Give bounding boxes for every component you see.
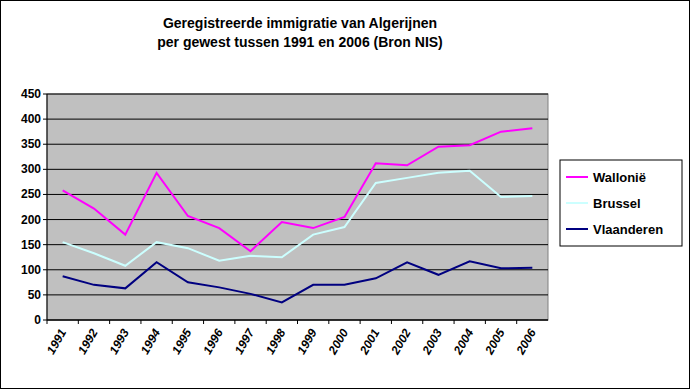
x-tick-label: 2000 bbox=[325, 326, 351, 357]
x-tick bbox=[485, 320, 486, 324]
x-tick bbox=[297, 320, 298, 324]
grid-line bbox=[47, 119, 548, 120]
x-tick bbox=[360, 320, 361, 324]
chart: Geregistreerde immigratie van Algerijnen… bbox=[0, 0, 690, 389]
y-tick bbox=[43, 244, 47, 245]
x-tick-label: 2006 bbox=[513, 326, 539, 357]
legend-label: Brussel bbox=[593, 196, 641, 211]
x-tick-label: 2004 bbox=[450, 326, 476, 357]
x-tick-label: 2005 bbox=[482, 326, 508, 357]
legend-label: Wallonië bbox=[593, 170, 646, 185]
x-tick bbox=[203, 320, 204, 324]
y-tick-label: 150 bbox=[21, 238, 41, 252]
title-line: per gewest tussen 1991 en 2006 (Bron NIS… bbox=[157, 34, 443, 50]
legend-swatch bbox=[566, 176, 588, 178]
x-tick-label: 2003 bbox=[419, 326, 445, 357]
y-tick-label: 0 bbox=[34, 313, 41, 327]
x-tick-label: 2001 bbox=[356, 326, 382, 357]
y-tick-label: 100 bbox=[21, 263, 41, 277]
x-tick bbox=[47, 320, 48, 324]
grid-line bbox=[47, 194, 548, 195]
x-tick-label: 1996 bbox=[200, 326, 226, 356]
grid-line bbox=[47, 219, 548, 220]
y-tick-label: 50 bbox=[28, 288, 42, 302]
y-tick bbox=[43, 94, 47, 95]
y-tick bbox=[43, 294, 47, 295]
x-tick bbox=[454, 320, 455, 324]
x-tick-label: 1993 bbox=[106, 326, 132, 356]
x-tick bbox=[422, 320, 423, 324]
y-tick bbox=[43, 144, 47, 145]
y-tick-label: 350 bbox=[21, 137, 41, 151]
y-tick-label: 450 bbox=[21, 87, 41, 101]
x-tick-label: 2002 bbox=[388, 326, 414, 357]
x-tick bbox=[78, 320, 79, 324]
x-tick-label: 1997 bbox=[232, 325, 258, 356]
x-tick-label: 1995 bbox=[169, 326, 195, 356]
title-line: Geregistreerde immigratie van Algerijnen bbox=[163, 15, 437, 31]
x-tick-label: 1994 bbox=[138, 326, 164, 356]
x-tick bbox=[328, 320, 329, 324]
y-tick-label: 250 bbox=[21, 187, 41, 201]
y-tick bbox=[43, 169, 47, 170]
x-tick-label: 1998 bbox=[263, 326, 289, 356]
y-tick bbox=[43, 119, 47, 120]
x-tick bbox=[391, 320, 392, 324]
x-tick bbox=[234, 320, 235, 324]
plot-area bbox=[47, 94, 548, 320]
series-line bbox=[63, 171, 533, 266]
x-tick bbox=[140, 320, 141, 324]
legend-swatch bbox=[566, 228, 588, 230]
y-tick bbox=[43, 194, 47, 195]
y-axis bbox=[47, 94, 48, 320]
y-tick-label: 400 bbox=[21, 112, 41, 126]
y-tick bbox=[43, 269, 47, 270]
series-line bbox=[63, 261, 533, 302]
series-group bbox=[63, 128, 533, 302]
x-tick bbox=[266, 320, 267, 324]
legend-swatch bbox=[566, 202, 588, 204]
x-tick bbox=[109, 320, 110, 324]
legend bbox=[560, 160, 682, 246]
grid-line bbox=[47, 169, 548, 170]
legend-label: Vlaanderen bbox=[593, 222, 663, 237]
y-tick-label: 200 bbox=[21, 213, 41, 227]
chart-area bbox=[1, 1, 690, 389]
y-tick bbox=[43, 320, 47, 321]
y-tick bbox=[43, 219, 47, 220]
x-tick bbox=[172, 320, 173, 324]
title: Geregistreerde immigratie van Algerijnen… bbox=[157, 15, 443, 50]
x-tick-label: 1999 bbox=[294, 326, 320, 356]
x-tick-label: 1991 bbox=[44, 326, 70, 356]
y-tick-label: 300 bbox=[21, 162, 41, 176]
grid-line bbox=[47, 269, 548, 270]
x-tick-label: 1992 bbox=[75, 326, 101, 356]
series-line bbox=[63, 128, 533, 251]
x-tick bbox=[516, 320, 517, 324]
grid-line bbox=[47, 94, 548, 95]
